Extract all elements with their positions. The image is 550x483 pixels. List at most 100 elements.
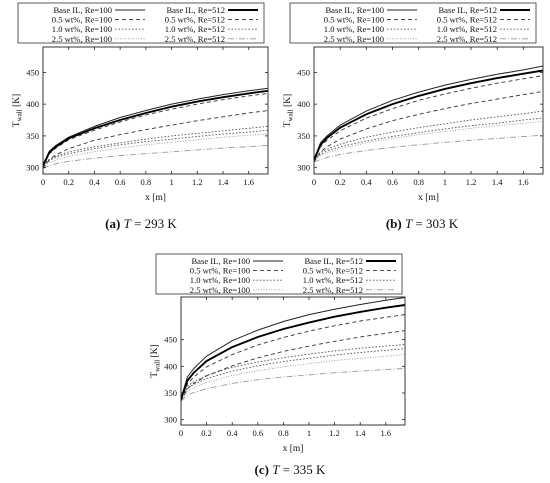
x-tick-label: 1 <box>443 177 447 187</box>
x-tick-label: 1.2 <box>466 177 477 187</box>
legend-label: 1.0 wt%, Re=512 <box>303 275 363 285</box>
legend-label: 2.5 wt%, Re=512 <box>303 285 363 295</box>
y-axis-label-main: T <box>150 372 160 378</box>
y-tick-label: 400 <box>26 99 39 109</box>
legend-label: 1.0 wt%, Re=100 <box>190 275 250 285</box>
series-line <box>181 368 405 402</box>
series-line <box>43 92 268 168</box>
y-tick-label: 400 <box>297 99 310 109</box>
y-tick-label: 350 <box>164 388 177 398</box>
legend-label: 1.0 wt%, Re=512 <box>165 24 225 34</box>
legend-label: 2.5 wt%, Re=512 <box>437 34 497 44</box>
x-tick-label: 0.6 <box>115 177 126 187</box>
y-axis-label: Twall [K] <box>283 94 295 127</box>
y-axis-label-unit: [K] <box>12 94 22 110</box>
series-line <box>43 87 268 165</box>
y-axis-label-sub: wall <box>154 360 162 372</box>
y-axis-label-sub: wall <box>287 109 295 121</box>
x-axis-label: x [m] <box>145 193 166 203</box>
x-tick-label: 0.4 <box>89 177 100 187</box>
x-tick-label: 1 <box>169 177 173 187</box>
plot-frame <box>180 296 406 426</box>
legend-label: 2.5 wt%, Re=100 <box>324 34 384 44</box>
caption-value: = 303 K <box>412 216 459 231</box>
x-tick-label: 1.6 <box>518 177 529 187</box>
caption-variable: T <box>124 216 132 231</box>
x-tick-label: 0.4 <box>361 177 372 187</box>
legend-label: Base IL, Re=100 <box>53 5 112 15</box>
series-line <box>314 65 543 160</box>
y-tick-label: 300 <box>26 163 39 173</box>
x-tick-label: 0.4 <box>227 428 238 438</box>
x-tick-label: 1 <box>307 428 311 438</box>
series-line <box>43 144 268 169</box>
x-tick-label: 0.8 <box>278 428 289 438</box>
legend-label: 2.5 wt%, Re=512 <box>165 34 225 44</box>
series-line <box>314 134 543 163</box>
legend-label: 0.5 wt%, Re=100 <box>324 15 384 25</box>
x-tick-label: 0.2 <box>335 177 346 187</box>
legend-label: Base IL, Re=512 <box>166 5 225 15</box>
plot-frame <box>313 46 544 175</box>
y-tick-label: 300 <box>297 163 310 173</box>
legend-label: 1.0 wt%, Re=100 <box>52 24 112 34</box>
y-axis-label-unit: [K] <box>150 344 160 360</box>
caption-value: = 335 K <box>279 462 326 477</box>
legend-label: 2.5 wt%, Re=100 <box>52 34 112 44</box>
x-tick-label: 0.8 <box>141 177 152 187</box>
x-tick-label: 1.6 <box>243 177 254 187</box>
legend-label: 0.5 wt%, Re=100 <box>52 15 112 25</box>
legend-label: 0.5 wt%, Re=512 <box>303 266 363 276</box>
y-tick-label: 450 <box>26 67 39 77</box>
legend-label: 0.5 wt%, Re=512 <box>165 15 225 25</box>
x-tick-label: 0.2 <box>63 177 74 187</box>
caption-letter: (b) <box>386 216 402 231</box>
y-axis-label: Twall [K] <box>150 344 162 377</box>
y-axis-label-main: T <box>12 121 22 127</box>
y-axis-label: Twall [K] <box>12 94 24 127</box>
plot-frame <box>42 46 269 175</box>
panel-caption: (b) T = 303 K <box>386 216 459 231</box>
legend-label: Base IL, Re=100 <box>191 256 250 266</box>
y-tick-label: 350 <box>26 131 39 141</box>
y-tick-label: 300 <box>164 415 177 425</box>
legend-label: 1.0 wt%, Re=512 <box>437 24 497 34</box>
x-tick-label: 0 <box>179 428 183 438</box>
series-line <box>181 297 405 399</box>
legend-label: 1.0 wt%, Re=100 <box>324 24 384 34</box>
caption-variable: T <box>405 216 413 231</box>
y-axis-label-main: T <box>283 121 293 127</box>
x-tick-label: 1.4 <box>355 428 366 438</box>
y-axis-label-sub: wall <box>16 109 24 121</box>
series-line <box>43 125 268 165</box>
series-line <box>43 133 268 168</box>
y-axis-label-unit: [K] <box>283 94 293 110</box>
legend-label: Base IL, Re=512 <box>438 5 497 15</box>
caption-letter: (a) <box>105 216 120 231</box>
series-line <box>314 69 543 161</box>
x-tick-label: 0 <box>41 177 45 187</box>
series-line <box>181 314 405 401</box>
panel-caption: (a) T = 293 K <box>105 216 177 231</box>
y-tick-label: 450 <box>297 67 310 77</box>
caption-letter: (c) <box>255 462 269 477</box>
legend-label: 0.5 wt%, Re=100 <box>190 266 250 276</box>
series-line <box>43 110 268 169</box>
x-tick-label: 0.2 <box>201 428 212 438</box>
legend-label: 2.5 wt%, Re=100 <box>190 285 250 295</box>
series-line <box>43 89 268 167</box>
series-line <box>314 117 543 161</box>
x-axis-label: x [m] <box>418 193 439 203</box>
x-tick-label: 1.6 <box>380 428 391 438</box>
x-tick-label: 0.6 <box>252 428 263 438</box>
legend-label: Base IL, Re=512 <box>304 256 363 266</box>
series-line <box>181 354 405 401</box>
x-tick-label: 1.4 <box>218 177 229 187</box>
series-line <box>43 129 268 167</box>
caption-value: = 293 K <box>131 216 178 231</box>
series-line <box>181 348 405 400</box>
series-line <box>181 344 405 399</box>
